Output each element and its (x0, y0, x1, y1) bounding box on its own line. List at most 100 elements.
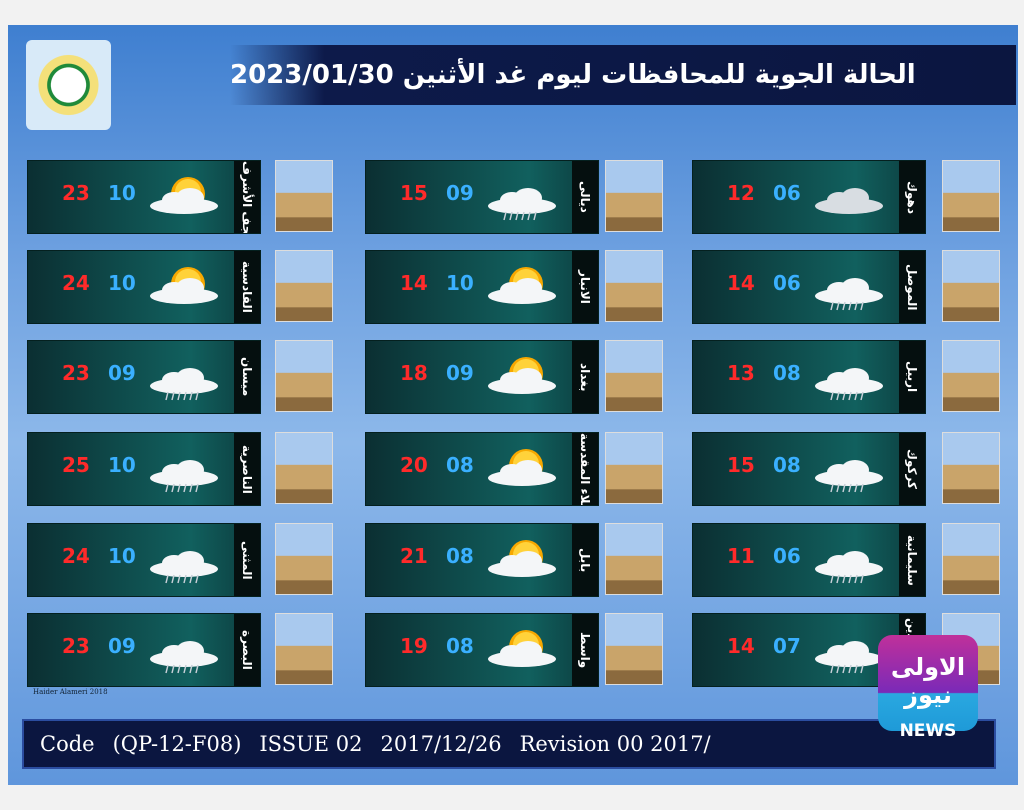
max-temp: 20 (400, 453, 428, 477)
weather-icon (150, 177, 218, 214)
watermark: الاولى نيوز NEWS (878, 635, 978, 741)
max-temp: 14 (727, 271, 755, 295)
weather-icon (488, 357, 556, 394)
footer-item: Revision 00 2017/ (519, 732, 711, 756)
max-temp: 18 (400, 361, 428, 385)
min-temp: 06 (773, 181, 801, 205)
city-name: سليمانية (899, 524, 925, 596)
city-photo (275, 340, 333, 412)
city-photo (942, 250, 1000, 322)
city-name: بغداد (572, 341, 598, 413)
footer: Code (QP-12-F08) ISSUE 02 2017/12/26 Revisio… (22, 719, 996, 769)
max-temp: 14 (400, 271, 428, 295)
city-card: 13 08 اربيل (692, 340, 926, 414)
min-temp: 06 (773, 544, 801, 568)
city-card: 21 08 بابل (365, 523, 599, 597)
city-photo (275, 160, 333, 232)
weather-icon (815, 188, 883, 214)
weather-icon (815, 641, 883, 674)
weather-icon (150, 460, 218, 493)
city-photo (942, 432, 1000, 504)
min-temp: 07 (773, 634, 801, 658)
city-name: كركوك (899, 433, 925, 505)
city-card: 14 06 الموصل (692, 250, 926, 324)
min-temp: 10 (108, 544, 136, 568)
city-name: الموصل (899, 251, 925, 323)
min-temp: 10 (108, 271, 136, 295)
weather-icon (150, 641, 218, 674)
city-card: 12 06 دهوك (692, 160, 926, 234)
logo (26, 40, 111, 130)
city-photo (942, 340, 1000, 412)
weather-icon (488, 267, 556, 304)
weather-icon (815, 368, 883, 401)
max-temp: 12 (727, 181, 755, 205)
footer-item: 2017/12/26 (380, 732, 502, 756)
city-photo (275, 523, 333, 595)
min-temp: 09 (108, 634, 136, 658)
weather-icon (815, 551, 883, 584)
min-temp: 10 (108, 181, 136, 205)
footer-item: Code (40, 732, 95, 756)
min-temp: 08 (446, 453, 474, 477)
city-card: 24 10 المثنى (27, 523, 261, 597)
city-card: 25 10 الناصرية (27, 432, 261, 506)
city-card: 23 09 ميسان (27, 340, 261, 414)
max-temp: 14 (727, 634, 755, 658)
city-photo (605, 523, 663, 595)
city-card: 11 06 سليمانية (692, 523, 926, 597)
min-temp: 10 (446, 271, 474, 295)
city-name: واسط (572, 614, 598, 686)
weather-icon (488, 630, 556, 667)
city-photo (605, 250, 663, 322)
watermark-label: NEWS (899, 721, 957, 741)
footer-item: (QP-12-F08) (112, 732, 242, 756)
city-photo (275, 613, 333, 685)
city-name: المثنى (234, 524, 260, 596)
max-temp: 15 (400, 181, 428, 205)
city-photo (942, 523, 1000, 595)
min-temp: 09 (446, 361, 474, 385)
city-name: القادسية (234, 251, 260, 323)
min-temp: 08 (446, 544, 474, 568)
city-photo (605, 613, 663, 685)
city-name: الانبار (572, 251, 598, 323)
title-bar: الحالة الجوية للمحافظات ليوم غد الأثنين … (230, 45, 1016, 105)
watermark-brand: الاولى نيوز (890, 653, 966, 709)
city-card: 19 08 واسط (365, 613, 599, 687)
max-temp: 24 (62, 544, 90, 568)
city-card: 24 10 القادسية (27, 250, 261, 324)
city-name: بابل (572, 524, 598, 596)
weather-icon (150, 551, 218, 584)
city-name: النجف الأشرف (234, 161, 260, 233)
city-name: اربيل (899, 341, 925, 413)
city-photo (942, 160, 1000, 232)
city-photo (605, 160, 663, 232)
weather-icon (815, 460, 883, 493)
max-temp: 13 (727, 361, 755, 385)
footer-item: ISSUE 02 (259, 732, 363, 756)
city-card: 18 09 بغداد (365, 340, 599, 414)
weather-icon (150, 368, 218, 401)
city-card: 23 10 النجف الأشرف (27, 160, 261, 234)
title: الحالة الجوية للمحافظات ليوم غد الأثنين … (230, 60, 916, 90)
city-name: كربلاء المقدسة (572, 433, 598, 505)
max-temp: 23 (62, 634, 90, 658)
city-photo (605, 340, 663, 412)
min-temp: 10 (108, 453, 136, 477)
weather-icon (488, 188, 556, 221)
city-name: البصرة (234, 614, 260, 686)
max-temp: 25 (62, 453, 90, 477)
min-temp: 08 (773, 453, 801, 477)
city-card: 15 09 ديالى (365, 160, 599, 234)
city-card: 20 08 كربلاء المقدسة (365, 432, 599, 506)
credit: Haider Alameri 2018 (33, 688, 108, 696)
city-photo (275, 250, 333, 322)
city-card: 15 08 كركوك (692, 432, 926, 506)
min-temp: 08 (446, 634, 474, 658)
max-temp: 19 (400, 634, 428, 658)
max-temp: 21 (400, 544, 428, 568)
city-card: 23 09 البصرة (27, 613, 261, 687)
city-photo (275, 432, 333, 504)
